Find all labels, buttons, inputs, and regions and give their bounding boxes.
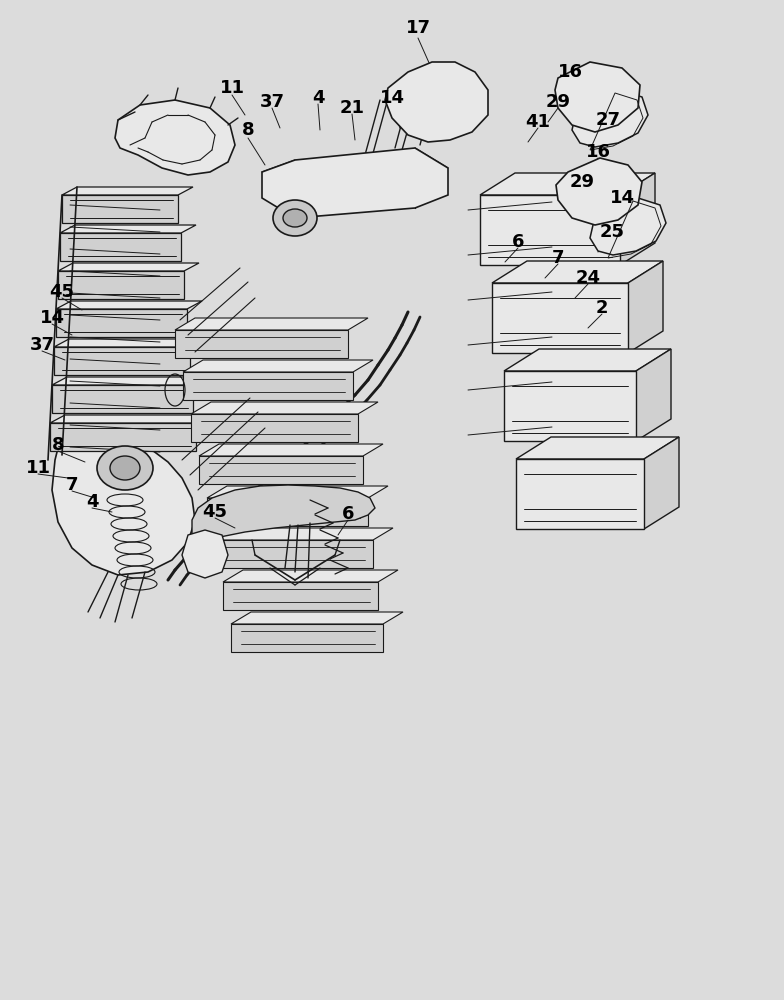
Ellipse shape bbox=[283, 209, 307, 227]
Polygon shape bbox=[480, 195, 620, 265]
Polygon shape bbox=[262, 148, 448, 218]
Polygon shape bbox=[50, 423, 196, 451]
Polygon shape bbox=[480, 173, 655, 195]
Text: 41: 41 bbox=[525, 113, 550, 131]
Polygon shape bbox=[644, 437, 679, 529]
Polygon shape bbox=[231, 624, 383, 652]
Polygon shape bbox=[199, 456, 363, 484]
Polygon shape bbox=[183, 360, 373, 372]
Polygon shape bbox=[223, 570, 398, 582]
Polygon shape bbox=[56, 309, 187, 337]
Text: 11: 11 bbox=[220, 79, 245, 97]
Polygon shape bbox=[191, 402, 378, 414]
Polygon shape bbox=[215, 528, 393, 540]
Text: 4: 4 bbox=[312, 89, 325, 107]
Text: 14: 14 bbox=[39, 309, 64, 327]
Polygon shape bbox=[516, 459, 644, 529]
Polygon shape bbox=[50, 415, 211, 423]
Polygon shape bbox=[60, 233, 181, 261]
Text: 24: 24 bbox=[575, 269, 601, 287]
Text: 6: 6 bbox=[512, 233, 524, 251]
Polygon shape bbox=[556, 158, 642, 225]
Polygon shape bbox=[62, 195, 178, 223]
Text: 7: 7 bbox=[552, 249, 564, 267]
Text: 14: 14 bbox=[379, 89, 405, 107]
Polygon shape bbox=[207, 498, 368, 526]
Text: 4: 4 bbox=[85, 493, 98, 511]
Text: 6: 6 bbox=[342, 505, 354, 523]
Polygon shape bbox=[58, 271, 184, 299]
Polygon shape bbox=[504, 371, 636, 441]
Polygon shape bbox=[385, 62, 488, 142]
Polygon shape bbox=[516, 437, 679, 459]
Text: 8: 8 bbox=[52, 436, 64, 454]
Text: 25: 25 bbox=[600, 223, 625, 241]
Polygon shape bbox=[620, 173, 655, 265]
Polygon shape bbox=[175, 330, 348, 358]
Polygon shape bbox=[192, 485, 375, 545]
Polygon shape bbox=[231, 612, 403, 624]
Polygon shape bbox=[199, 444, 383, 456]
Polygon shape bbox=[52, 437, 195, 575]
Polygon shape bbox=[215, 540, 373, 568]
Polygon shape bbox=[628, 261, 663, 353]
Text: 8: 8 bbox=[241, 121, 254, 139]
Ellipse shape bbox=[273, 200, 317, 236]
Text: 45: 45 bbox=[202, 503, 227, 521]
Polygon shape bbox=[56, 301, 202, 309]
Polygon shape bbox=[60, 225, 196, 233]
Polygon shape bbox=[54, 339, 205, 347]
Polygon shape bbox=[182, 530, 228, 578]
Text: 16: 16 bbox=[557, 63, 583, 81]
Polygon shape bbox=[58, 263, 199, 271]
Text: 21: 21 bbox=[339, 99, 365, 117]
Polygon shape bbox=[572, 90, 648, 147]
Text: 37: 37 bbox=[30, 336, 55, 354]
Polygon shape bbox=[590, 198, 666, 255]
Polygon shape bbox=[191, 414, 358, 442]
Text: 29: 29 bbox=[569, 173, 594, 191]
Polygon shape bbox=[115, 100, 235, 175]
Polygon shape bbox=[207, 486, 388, 498]
Ellipse shape bbox=[97, 446, 153, 490]
Polygon shape bbox=[504, 349, 671, 371]
Polygon shape bbox=[636, 349, 671, 441]
Polygon shape bbox=[492, 283, 628, 353]
Polygon shape bbox=[52, 377, 208, 385]
Text: 29: 29 bbox=[546, 93, 571, 111]
Polygon shape bbox=[555, 62, 640, 132]
Polygon shape bbox=[52, 385, 193, 413]
Polygon shape bbox=[223, 582, 378, 610]
Text: 11: 11 bbox=[26, 459, 50, 477]
Text: 2: 2 bbox=[596, 299, 608, 317]
Text: 45: 45 bbox=[49, 283, 74, 301]
Text: 14: 14 bbox=[609, 189, 634, 207]
Polygon shape bbox=[54, 347, 190, 375]
Text: 17: 17 bbox=[405, 19, 430, 37]
Polygon shape bbox=[175, 318, 368, 330]
Text: 7: 7 bbox=[66, 476, 78, 494]
Text: 16: 16 bbox=[586, 143, 611, 161]
Polygon shape bbox=[492, 261, 663, 283]
Text: 37: 37 bbox=[260, 93, 285, 111]
Polygon shape bbox=[183, 372, 353, 400]
Ellipse shape bbox=[110, 456, 140, 480]
Polygon shape bbox=[62, 187, 193, 195]
Text: 27: 27 bbox=[596, 111, 620, 129]
